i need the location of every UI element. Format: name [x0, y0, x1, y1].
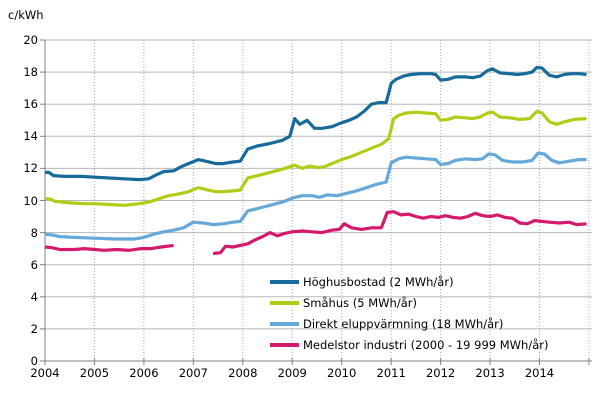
- x-tick-label: 2009: [277, 366, 307, 380]
- x-tick-label: 2006: [129, 366, 159, 380]
- x-tick-label: 2013: [475, 366, 505, 380]
- legend-label: Medelstor industri (2000 - 19 999 MWh/år…: [303, 337, 549, 352]
- x-tick-label: 2007: [178, 366, 208, 380]
- legend-label: Småhus (5 MWh/år): [303, 295, 417, 310]
- y-tick-label: 12: [23, 161, 38, 176]
- series-line-2: [44, 151, 587, 241]
- legend-item: Direkt eluppvärmning (18 MWh/år): [270, 313, 548, 334]
- series-line-0: [45, 65, 587, 182]
- y-tick-label: 14: [23, 129, 38, 144]
- x-tick-label: 2004: [30, 366, 60, 380]
- series-line-3: [212, 210, 587, 256]
- y-tick-label: 18: [23, 65, 38, 80]
- y-tick-label: 10: [23, 193, 38, 208]
- legend-color-line: [270, 300, 299, 305]
- x-tick-label: 2014: [524, 366, 555, 380]
- y-tick-label: 4: [30, 289, 38, 304]
- series-line-3: [44, 243, 174, 252]
- y-tick-label: 16: [23, 97, 38, 112]
- series-line-1: [45, 109, 587, 207]
- legend-item: Höghusbostad (2 MWh/år): [270, 271, 548, 292]
- legend-label: Direkt eluppvärmning (18 MWh/år): [303, 316, 504, 331]
- y-axis-unit-label: c/kWh: [8, 8, 44, 22]
- legend-color-line: [270, 321, 299, 326]
- legend-item: Medelstor industri (2000 - 19 999 MWh/år…: [270, 334, 548, 355]
- x-tick-label: 2010: [327, 366, 357, 380]
- x-tick-label: 2008: [228, 366, 258, 380]
- legend-label: Höghusbostad (2 MWh/år): [303, 274, 454, 289]
- legend-color-line: [270, 279, 299, 284]
- legend-item: Småhus (5 MWh/år): [270, 292, 548, 313]
- y-tick-label: 2: [30, 321, 38, 336]
- legend-color-line: [270, 342, 299, 347]
- x-tick-label: 2012: [425, 366, 456, 380]
- y-tick-label: 20: [23, 33, 38, 47]
- x-tick-label: 2011: [376, 366, 406, 380]
- x-tick-label: 2005: [79, 366, 110, 380]
- y-tick-label: 6: [30, 257, 38, 272]
- legend: Höghusbostad (2 MWh/år) Småhus (5 MWh/år)…: [270, 271, 548, 355]
- y-tick-label: 8: [30, 225, 38, 240]
- y-tick-label: 0: [30, 354, 38, 368]
